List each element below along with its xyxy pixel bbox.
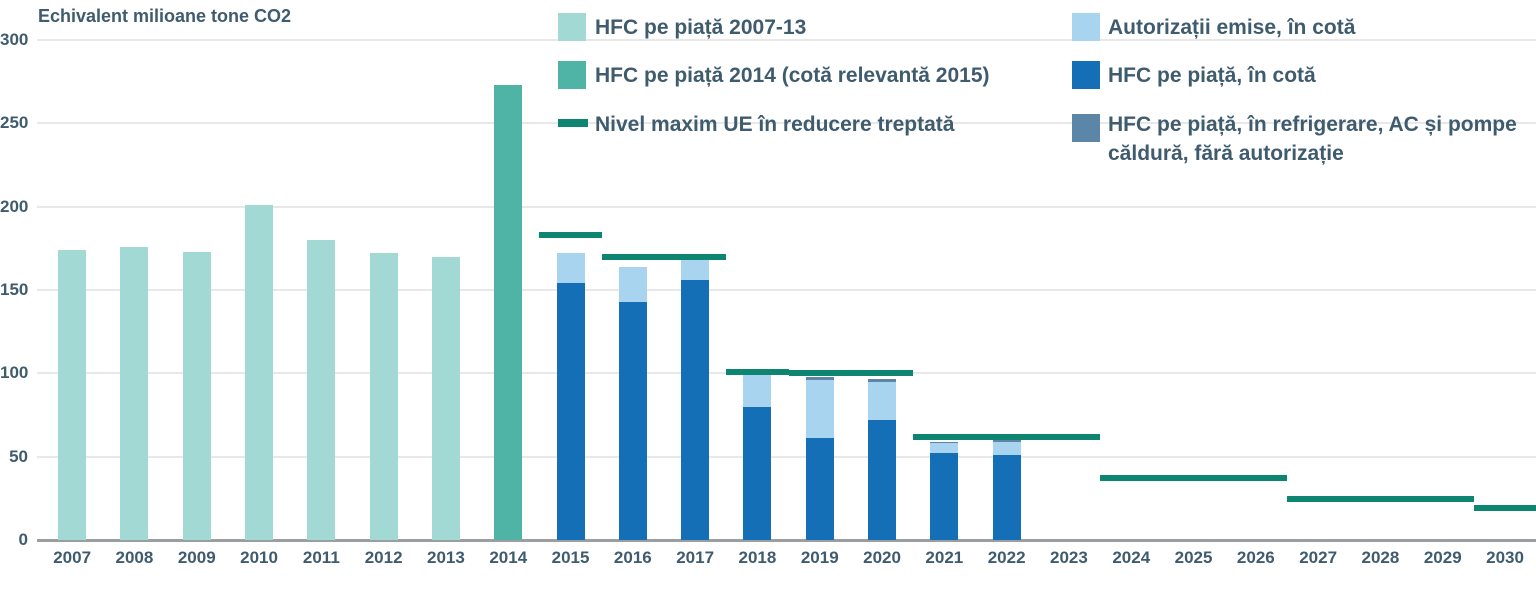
- bar-segment-2018: [743, 375, 772, 407]
- x-tick-label: 2010: [240, 548, 278, 567]
- x-tick-label: 2022: [987, 548, 1026, 567]
- x-tick-label: 2021: [925, 548, 964, 567]
- x-tick-label: 2016: [613, 548, 652, 567]
- x-tick-label: 2008: [115, 548, 154, 567]
- max-level-line: [1473, 504, 1536, 511]
- bar-segment-2015: [556, 283, 585, 540]
- legend-swatch-hfc-no-authorization: [1072, 114, 1100, 142]
- y-tick-label: 250: [0, 113, 29, 133]
- x-tick-label: 2027: [1299, 548, 1338, 567]
- x-tick-label: 2007: [53, 548, 92, 567]
- bar-segment-2022: [992, 439, 1021, 442]
- bar-segment-2017: [681, 260, 710, 280]
- bar-segment-2020: [868, 379, 897, 382]
- x-tick-label: 2028: [1361, 548, 1400, 567]
- max-level-line: [913, 433, 1101, 440]
- bar-segment-2018: [743, 406, 772, 540]
- x-tick-label: 2026: [1236, 548, 1275, 567]
- legend-swatch-authorizations: [1072, 13, 1100, 41]
- x-tick-label: 2014: [489, 548, 528, 567]
- max-level-line: [601, 253, 727, 260]
- bar-segment-2015: [556, 253, 585, 284]
- bar-segment-2010: [245, 205, 274, 540]
- x-tick-label: 2012: [364, 548, 403, 567]
- bar-segment-2008: [120, 246, 149, 540]
- bar-segment-2012: [369, 253, 398, 540]
- legend-label-hfc-2007-13: HFC pe piață 2007-13: [595, 16, 807, 39]
- x-tick-label: 2024: [1112, 548, 1151, 567]
- gridline: [37, 289, 1536, 291]
- bar-segment-2013: [431, 256, 460, 540]
- legend-label-max-level: Nivel maxim UE în reducere treptată: [595, 113, 955, 136]
- bar-segment-2019: [805, 376, 834, 380]
- max-level-line: [726, 368, 789, 375]
- x-tick-label: 2029: [1423, 548, 1462, 567]
- bar-segment-2007: [58, 250, 87, 540]
- x-tick-label: 2025: [1174, 548, 1213, 567]
- bar-segment-2017: [681, 280, 710, 540]
- bar-segment-2022: [992, 455, 1021, 540]
- bar-segment-2022: [992, 441, 1021, 455]
- gridline: [37, 455, 1536, 458]
- y-tick-label: 200: [0, 196, 29, 216]
- bar-segment-2020: [868, 381, 897, 420]
- x-tick-label: 2017: [676, 548, 715, 567]
- x-tick-label: 2015: [551, 548, 590, 567]
- x-tick-label: 2019: [800, 548, 839, 567]
- legend-label-hfc-in-quota: HFC pe piață, în cotă: [1108, 64, 1316, 87]
- x-tick-label: 2009: [177, 548, 216, 567]
- y-tick-label: 0: [18, 530, 28, 549]
- max-level-line: [1287, 496, 1474, 503]
- y-tick-label: 150: [0, 280, 29, 299]
- max-level-line: [1100, 475, 1287, 482]
- legend-label-hfc-no-authorization: HFC pe piață, în refrigerare, AC și pomp…: [1108, 113, 1517, 165]
- legend-label-authorizations: Autorizații emise, în cotă: [1108, 16, 1356, 39]
- legend-swatch-hfc-in-quota: [1072, 61, 1100, 89]
- bar-segment-2021: [930, 441, 959, 444]
- bar-segment-2014: [494, 85, 523, 540]
- bar-segment-2021: [930, 453, 959, 540]
- bar-segment-2020: [868, 420, 897, 540]
- legend-swatch-max-level-line: [558, 119, 588, 127]
- max-level-line: [788, 370, 914, 377]
- x-tick-label: 2020: [863, 548, 901, 567]
- y-tick-label: 50: [9, 446, 28, 466]
- legend-swatch-hfc-2007-13: [558, 13, 586, 41]
- bar-segment-2011: [307, 240, 336, 540]
- x-tick-label: 2030: [1486, 548, 1524, 567]
- x-tick-label: 2018: [738, 548, 777, 567]
- bar-segment-2009: [182, 251, 211, 540]
- x-tick-label: 2013: [427, 548, 465, 567]
- legend-swatch-hfc-2014: [558, 61, 586, 89]
- gridline: [37, 122, 1536, 125]
- x-tick-label: 2023: [1050, 548, 1088, 567]
- gridline: [37, 205, 1536, 208]
- bar-segment-2019: [805, 380, 834, 439]
- bar-segment-2019: [805, 438, 834, 540]
- max-level-line: [539, 232, 602, 238]
- chart-title: Echivalent milioane tone CO2: [38, 6, 292, 26]
- y-tick-label: 100: [0, 363, 29, 383]
- bar-segment-2016: [618, 301, 647, 540]
- y-tick-label: 300: [0, 30, 29, 49]
- x-axis-line: [37, 539, 1536, 542]
- x-tick-label: 2011: [302, 548, 340, 567]
- gridline: [37, 39, 1536, 41]
- legend-label-hfc-2014: HFC pe piață 2014 (cotă relevantă 2015): [595, 64, 990, 87]
- bar-segment-2021: [930, 443, 959, 454]
- bar-segment-2016: [618, 266, 647, 302]
